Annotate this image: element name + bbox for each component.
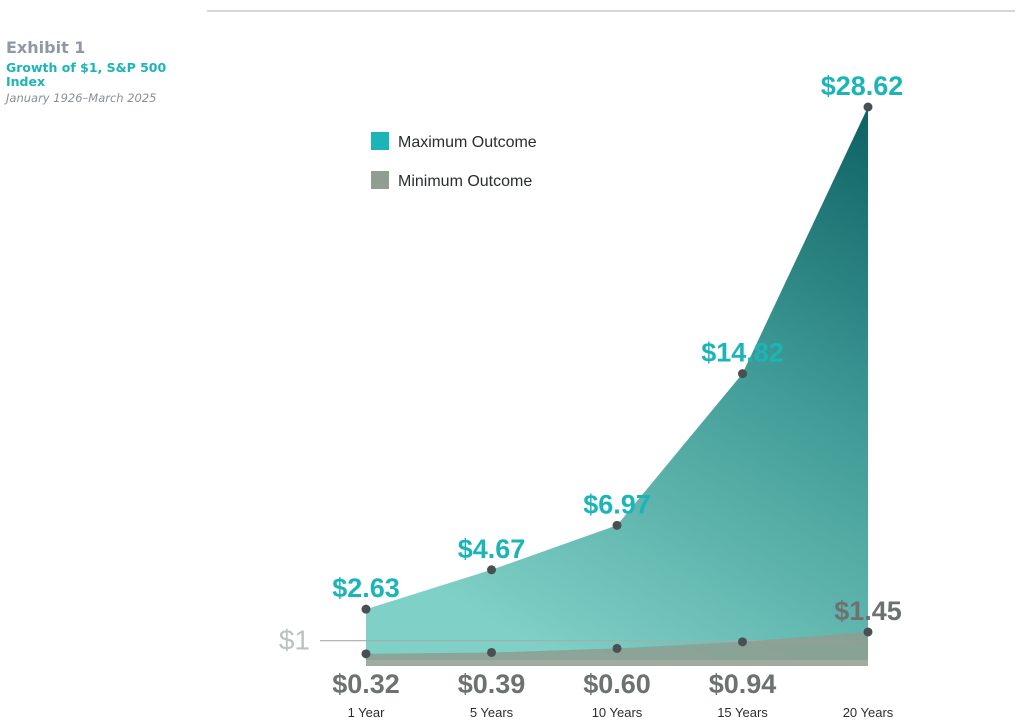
exhibit-number: Exhibit 1 [6,38,86,57]
x-tick-label: 15 Years [717,705,768,720]
chart-title: Growth of $1, S&P 500 Index [6,60,167,89]
min-point [487,647,496,657]
max-outcome-area [366,107,868,660]
max-value-label: $28.62 [821,71,904,101]
reference-label: $1 [279,625,310,656]
max-value-label: $4.67 [458,534,526,564]
legend-swatch [371,132,389,150]
exhibit-header: Exhibit 1 Growth of $1, S&P 500 Index Ja… [6,38,196,105]
max-value-label: $2.63 [332,573,400,603]
min-value-label: $0.60 [583,669,651,699]
legend-label: Minimum Outcome [398,173,532,190]
data-points-group [361,102,873,659]
min-value-label: $0.94 [709,669,777,699]
min-value-label: $0.39 [458,669,526,699]
data-labels-group: $2.63 $4.67 $6.97 $14.82 $28.62 $0.32 $0.39 $0.… [332,71,903,720]
max-value-label: $14.82 [701,338,784,368]
top-rule [207,10,1015,12]
max-point [612,520,622,530]
legend-label: Maximum Outcome [398,134,537,151]
max-point [863,102,873,112]
min-point [612,643,622,653]
min-point [361,649,371,659]
min-point [863,627,873,637]
max-value-label: $6.97 [583,489,651,519]
x-tick-label: 5 Years [470,705,514,720]
legend-swatch [371,171,389,189]
min-value-label: $1.45 [834,596,902,626]
chart-date-range: January 1926–March 2025 [6,91,157,105]
max-point [361,604,371,614]
min-value-label: $0.32 [332,669,400,699]
max-area-group [366,107,868,660]
x-tick-label: 1 Year [348,705,386,720]
max-point [487,565,496,575]
min-point [738,637,747,647]
legend: Maximum Outcome Minimum Outcome [371,132,537,190]
x-tick-label: 10 Years [592,705,643,720]
x-tick-label: 20 Years [843,705,894,720]
max-point [738,369,747,379]
